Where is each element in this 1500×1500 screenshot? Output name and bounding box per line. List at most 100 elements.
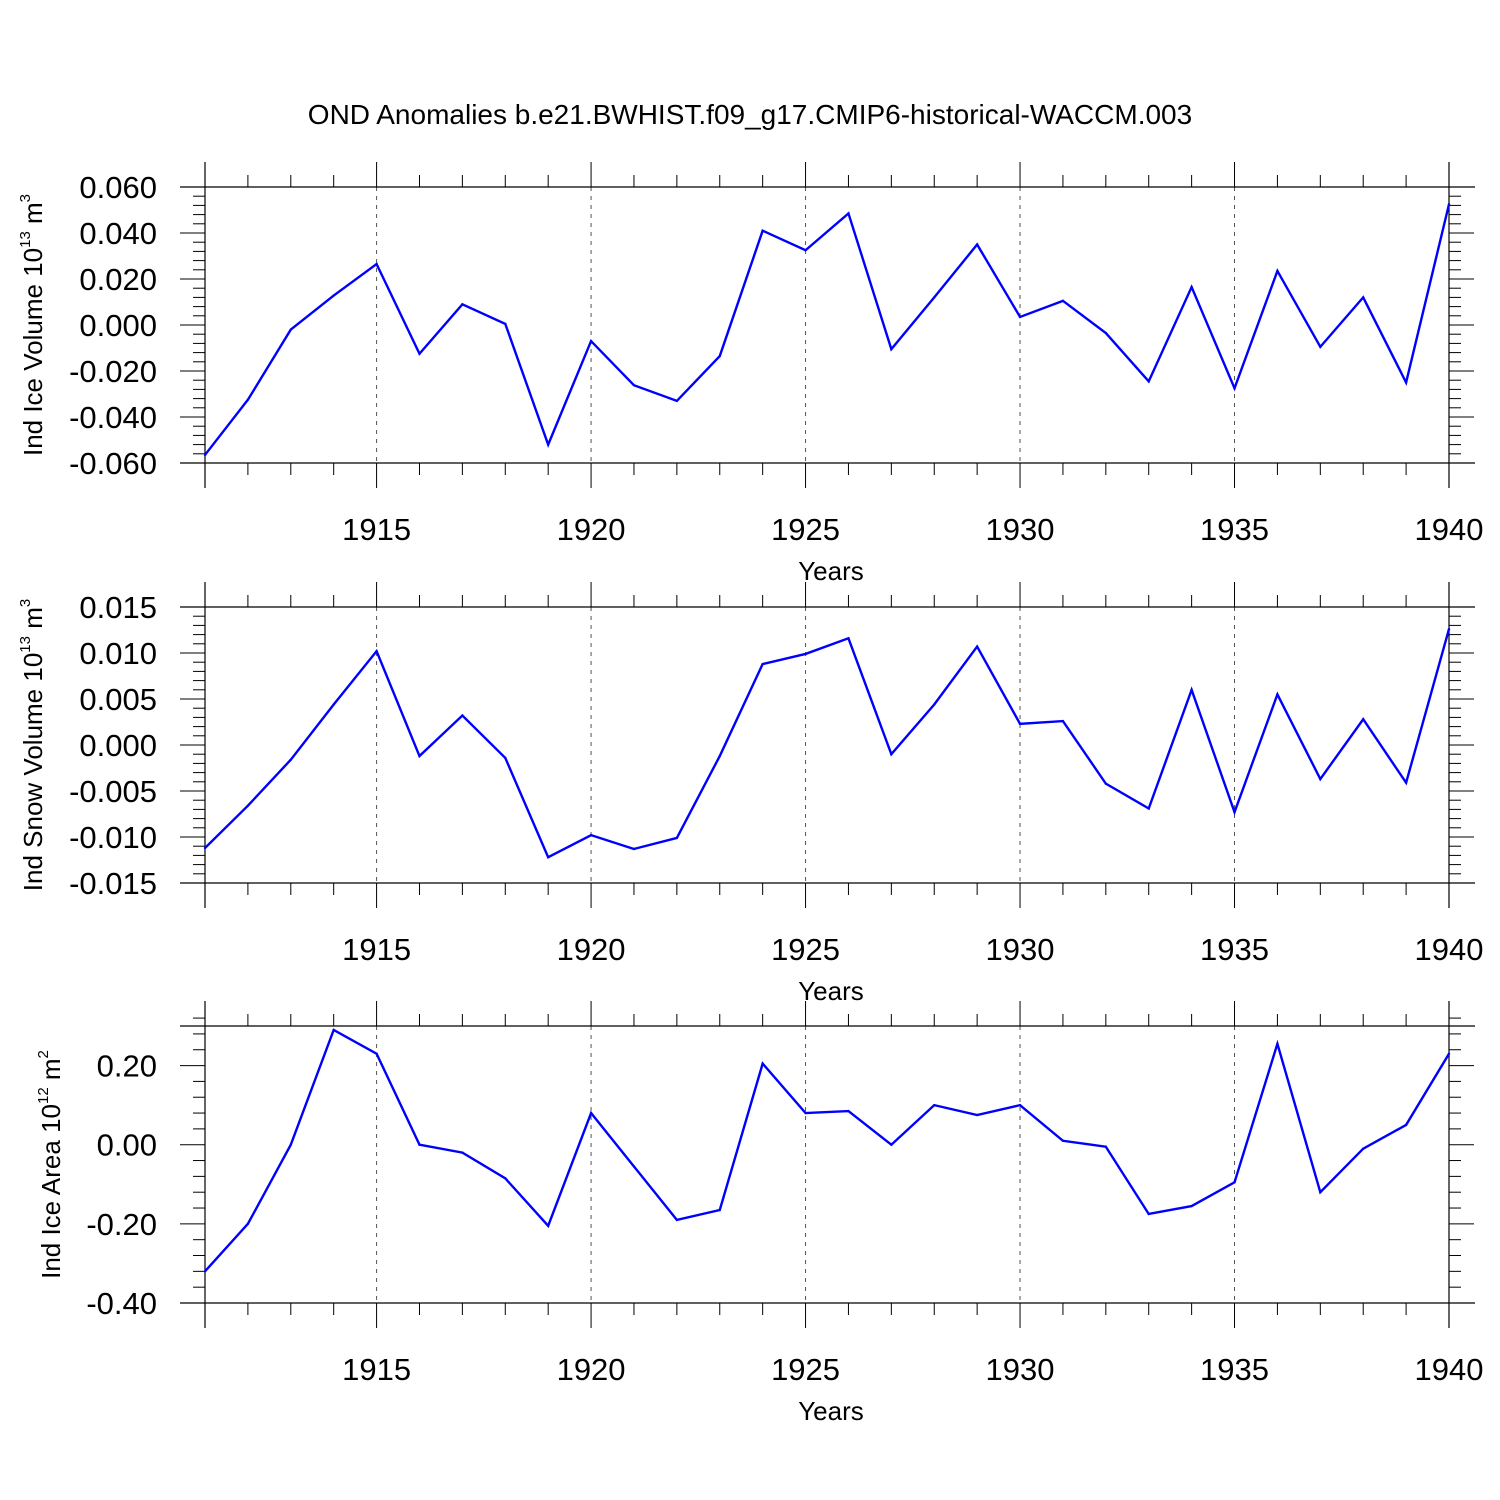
data-point xyxy=(1319,345,1322,349)
panel-snow-volume: -0.015 -0.010 -0.005 0.000 0.005 0.010 0.015 19… xyxy=(17,582,1483,1006)
data-point xyxy=(890,1143,893,1146)
data-point xyxy=(246,804,250,807)
data-point xyxy=(804,1111,807,1115)
data-point xyxy=(332,1028,335,1032)
data-point xyxy=(589,1111,593,1115)
y-tick-label: -0.005 xyxy=(69,774,157,809)
data-point xyxy=(1276,269,1279,273)
figure-title: OND Anomalies b.e21.BWHIST.f09_g17.CMIP6… xyxy=(308,99,1192,130)
data-point xyxy=(1447,203,1451,206)
data-point xyxy=(890,347,893,351)
data-point xyxy=(203,1270,207,1273)
data-point xyxy=(546,856,550,859)
data-point xyxy=(375,649,378,653)
data-point xyxy=(332,294,335,297)
data-point xyxy=(589,339,593,343)
data-point xyxy=(804,249,807,252)
y-tick-label: 0.010 xyxy=(79,636,157,671)
y-axis-title-unit-exponent: 3 xyxy=(17,599,34,607)
data-point xyxy=(1147,380,1150,383)
data-point xyxy=(804,652,807,656)
x-tick-label: 1920 xyxy=(557,1352,626,1387)
data-point xyxy=(975,645,979,648)
data-point xyxy=(1018,1103,1022,1107)
data-point xyxy=(546,443,550,446)
y-axis-title-unit: m xyxy=(18,202,48,231)
data-point xyxy=(847,212,850,215)
x-tick-label: 1920 xyxy=(557,932,626,967)
y-axis-title-unit-exponent: 3 xyxy=(17,194,34,202)
x-axis-title: Years xyxy=(798,556,864,586)
y-axis-title-base: Ind Ice Area 10 xyxy=(36,1104,66,1279)
data-point xyxy=(975,243,979,246)
y-tick-label: -0.040 xyxy=(69,400,157,435)
x-tick-label: 1915 xyxy=(342,1352,411,1387)
x-tick-label: 1915 xyxy=(342,512,411,547)
y-axis-title: Ind Snow Volume 1013 m3 xyxy=(17,599,48,891)
data-point xyxy=(1276,1042,1279,1046)
data-point xyxy=(246,1222,250,1226)
data-point xyxy=(1276,693,1279,696)
data-point xyxy=(289,758,292,761)
data-point xyxy=(1061,719,1065,723)
x-tick-label: 1935 xyxy=(1200,1352,1269,1387)
series-line xyxy=(204,628,1451,859)
data-point xyxy=(1104,782,1108,785)
data-point xyxy=(718,1208,721,1212)
x-tick-label: 1920 xyxy=(557,512,626,547)
data-point xyxy=(1018,315,1022,319)
y-tick-label: 0.060 xyxy=(79,170,157,205)
y-axis-title-exponent: 13 xyxy=(17,636,34,653)
data-point xyxy=(1233,810,1236,814)
data-point xyxy=(1319,777,1322,781)
data-point xyxy=(203,846,207,850)
data-point xyxy=(246,398,250,401)
x-tick-label: 1935 xyxy=(1200,512,1269,547)
y-tick-label: -0.010 xyxy=(69,820,157,855)
data-point xyxy=(1404,781,1408,784)
data-point xyxy=(847,637,850,640)
data-point xyxy=(761,662,764,666)
data-point xyxy=(1319,1191,1322,1194)
data-point xyxy=(1104,331,1108,335)
y-axis-title-exponent: 12 xyxy=(35,1087,52,1104)
data-point xyxy=(1061,299,1065,303)
data-point xyxy=(1147,807,1150,810)
data-point xyxy=(761,229,764,232)
data-point xyxy=(461,714,464,717)
y-tick-label: 0.000 xyxy=(79,728,157,763)
y-tick-label: 0.040 xyxy=(79,216,157,251)
data-point xyxy=(375,262,378,266)
data-point xyxy=(418,1143,421,1146)
data-point xyxy=(203,453,207,457)
x-axis-title: Years xyxy=(798,976,864,1006)
panel-ice-volume: -0.060 -0.040 -0.020 0.000 0.020 0.040 0.060 19… xyxy=(17,162,1483,586)
data-point xyxy=(1362,718,1365,721)
y-tick-label: 0.00 xyxy=(97,1128,157,1163)
data-point xyxy=(890,753,893,756)
data-point xyxy=(1190,285,1193,289)
data-point xyxy=(975,1113,979,1117)
x-tick-label: 1925 xyxy=(771,1352,840,1387)
x-axis-title: Years xyxy=(798,1396,864,1426)
data-point xyxy=(1190,688,1193,691)
data-point xyxy=(1362,1147,1365,1150)
data-point xyxy=(718,354,721,358)
data-point xyxy=(1018,722,1022,726)
data-point xyxy=(1404,1123,1408,1127)
x-tick-label: 1940 xyxy=(1415,1352,1484,1387)
y-tick-label: 0.000 xyxy=(79,308,157,343)
y-tick-label: 0.015 xyxy=(79,590,157,625)
data-point xyxy=(933,703,936,706)
data-point xyxy=(718,754,721,758)
data-point xyxy=(1447,1052,1451,1055)
y-tick-label: 0.20 xyxy=(97,1049,157,1084)
y-axis-title-unit-exponent: 2 xyxy=(35,1050,52,1058)
y-tick-label: 0.005 xyxy=(79,682,157,717)
data-point xyxy=(933,296,936,299)
y-tick-label: -0.060 xyxy=(69,446,157,481)
data-point xyxy=(375,1052,378,1055)
y-tick-label: -0.40 xyxy=(86,1286,157,1321)
